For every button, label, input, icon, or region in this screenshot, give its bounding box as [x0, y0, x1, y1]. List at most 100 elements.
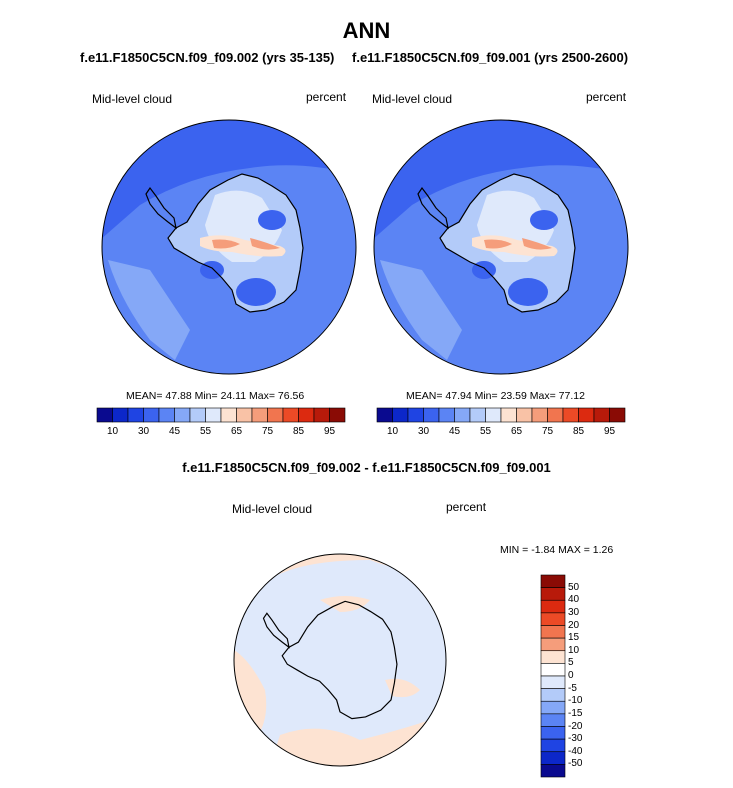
- colorbar-diff-swatch: [540, 700, 566, 715]
- left-min-value: 24.11: [220, 390, 247, 402]
- colorbar-left-swatch: [267, 407, 284, 423]
- colorbar-diff-swatch: [540, 625, 566, 639]
- left-units-label: percent: [306, 90, 347, 104]
- colorbar-right-tick-label: 65: [510, 426, 523, 437]
- colorbar-diff-tick-label: 30: [568, 606, 580, 618]
- colorbar-diff-tick-label: -30: [568, 733, 583, 745]
- colorbar-diff-tick-label: 5: [568, 657, 574, 669]
- colorbar-right-swatch: [516, 407, 533, 423]
- colorbar-right-swatch: [454, 407, 471, 423]
- right-map: [374, 120, 628, 374]
- colorbar-diff: [540, 574, 566, 778]
- colorbar-left-swatch: [282, 407, 299, 423]
- colorbar-right-swatch: [609, 407, 626, 423]
- colorbar-left-tick-label: 45: [168, 426, 181, 437]
- page-title: ANN: [342, 18, 391, 43]
- colorbar-diff-swatch: [540, 675, 566, 689]
- colorbar-diff-tick-label: -5: [568, 682, 577, 694]
- right-max-label: Max=: [529, 390, 556, 402]
- colorbar-right-tick-label: 45: [448, 426, 461, 437]
- colorbar-left-tick-label: 75: [261, 426, 274, 437]
- left-stats: MEAN= 47.88 Min= 24.11 Max= 76.56: [126, 390, 304, 402]
- colorbar-diff-tick-label: -40: [568, 745, 583, 757]
- right-map-warm-core: [484, 239, 512, 249]
- diff-minmax: MIN = -1.84 MAX = 1.26: [500, 544, 614, 556]
- left-map-border: [101, 119, 357, 375]
- colorbar-right-tick-label: 30: [417, 426, 430, 437]
- left-map-warm-core-2: [250, 238, 280, 250]
- colorbar-diff-swatch: [540, 637, 566, 652]
- colorbar-left-tick-label: 10: [106, 426, 119, 437]
- colorbar-right: [376, 407, 626, 423]
- colorbar-diff-tick-label: -50: [568, 758, 583, 770]
- colorbar-left-tick-label: 30: [137, 426, 150, 437]
- colorbar-left-tick-label: 85: [292, 426, 305, 437]
- left-case-title: f.e11.F1850C5CN.f09_f09.002 (yrs 35-135): [80, 50, 335, 65]
- colorbar-right-swatch: [547, 407, 564, 423]
- colorbar-left-swatch: [313, 407, 330, 423]
- colorbar-left-swatch: [298, 407, 315, 423]
- colorbar-diff-swatch: [540, 599, 566, 614]
- colorbar-diff-tick-label: 20: [568, 619, 580, 631]
- left-max-value: 76.56: [277, 390, 305, 402]
- left-map-warm-core: [212, 239, 240, 249]
- colorbar-left-swatch: [96, 407, 113, 423]
- right-min-value: 23.59: [500, 390, 527, 402]
- colorbar-left-swatch: [251, 407, 268, 423]
- colorbar-right-tick-label: 85: [572, 426, 585, 437]
- colorbar-right-tick-label: 10: [386, 426, 399, 437]
- colorbar-diff-tick-label: 40: [568, 594, 580, 606]
- colorbar-diff-swatch: [540, 764, 566, 778]
- colorbar-left-tick-label: 95: [323, 426, 336, 437]
- colorbar-right-tick-label: 55: [479, 426, 492, 437]
- colorbar-diff-swatch: [540, 612, 566, 626]
- colorbar-left-swatch: [143, 407, 160, 423]
- left-map: [102, 120, 356, 374]
- colorbar-diff-swatch: [540, 738, 566, 753]
- left-variable-label: Mid-level cloud: [92, 92, 173, 106]
- diff-units-label: percent: [446, 500, 487, 514]
- left-mean-value: 47.88: [165, 390, 192, 402]
- colorbar-right-swatch: [578, 407, 595, 423]
- colorbar-right-swatch: [423, 407, 440, 423]
- left-map-light-region: [108, 260, 190, 360]
- colorbar-diff-swatch: [540, 726, 566, 740]
- colorbar-right-swatch: [593, 407, 610, 423]
- right-map-dark-band: [374, 120, 628, 240]
- colorbar-right-tick-label: 95: [603, 426, 616, 437]
- left-map-dark-cell-2: [236, 278, 276, 306]
- diff-map: [234, 554, 446, 766]
- colorbar-diff-tick-label: 50: [568, 581, 580, 593]
- colorbar-left-tick-label: 65: [230, 426, 243, 437]
- colorbar-diff-tick-label: -10: [568, 695, 583, 707]
- colorbar-left-swatch: [158, 407, 175, 423]
- right-map-border: [373, 119, 629, 375]
- colorbar-diff-tick-label: -15: [568, 707, 583, 719]
- diff-map-positive-patch: [320, 596, 370, 612]
- left-map-dark-cell: [258, 210, 286, 230]
- right-case-title: f.e11.F1850C5CN.f09_f09.001 (yrs 2500-26…: [352, 50, 629, 65]
- colorbar-right-swatch: [376, 407, 393, 423]
- colorbar-right-swatch: [469, 407, 486, 423]
- right-mean-label: MEAN=: [406, 390, 443, 402]
- colorbar-left: [96, 407, 346, 423]
- colorbar-diff-tick-label: 10: [568, 644, 580, 656]
- diff-variable-label: Mid-level cloud: [232, 502, 313, 516]
- colorbar-left-swatch: [127, 407, 144, 423]
- right-units-label: percent: [586, 90, 627, 104]
- colorbar-diff-swatch: [540, 688, 566, 702]
- colorbar-right-tick-label: 75: [541, 426, 554, 437]
- colorbar-left-swatch: [112, 407, 129, 423]
- left-map-dark-band: [102, 120, 356, 240]
- colorbar-right-swatch: [485, 407, 502, 423]
- colorbar-right-swatch: [500, 407, 517, 423]
- right-stats: MEAN= 47.94 Min= 23.59 Max= 77.12: [406, 390, 585, 402]
- colorbar-diff-tick-label: 15: [568, 632, 580, 644]
- colorbar-diff-swatch: [540, 587, 566, 601]
- right-map-dark-cell: [530, 210, 558, 230]
- left-mean-label: MEAN=: [126, 390, 163, 402]
- colorbar-right-swatch: [392, 407, 409, 423]
- colorbar-diff-swatch: [540, 574, 566, 588]
- colorbar-diff-swatch: [540, 663, 566, 677]
